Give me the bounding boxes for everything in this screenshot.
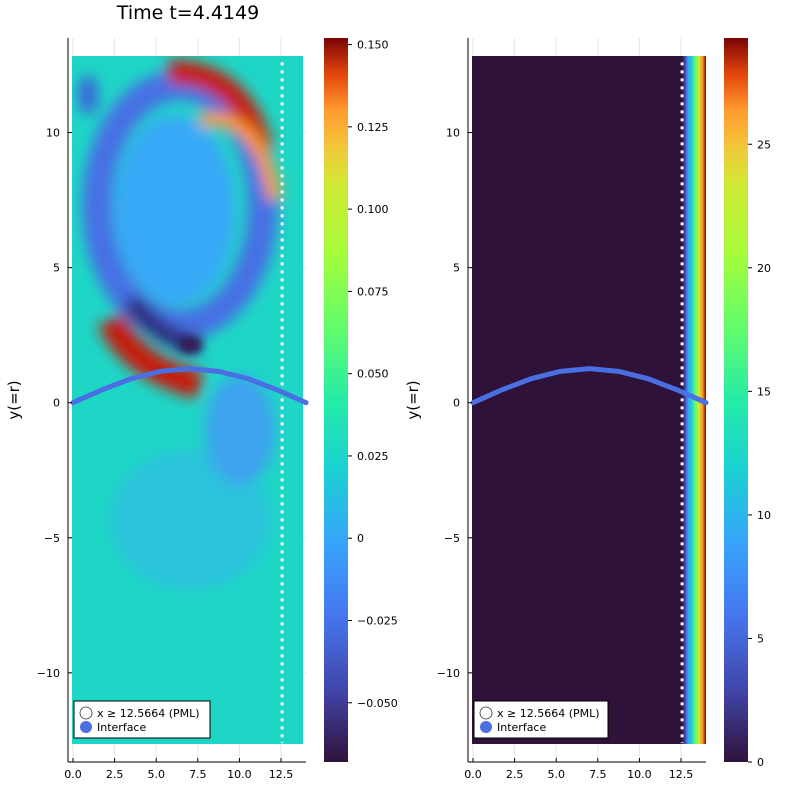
left-legend-interface-label: Interface [97, 721, 146, 734]
right-axes: 0.0 2.5 5.0 7.5 10.0 12.5 −10 −5 0 5 10 [437, 38, 706, 781]
panel1-colorbar-tick-label-0: −0.050 [357, 697, 398, 710]
right-legend-interface-marker [480, 721, 492, 733]
left-axes: 0.0 2.5 5.0 7.5 10.0 12.5 −10 −5 0 5 10 [37, 38, 306, 781]
right-field [472, 56, 706, 744]
left-field-red-arc-bottom [97, 313, 204, 399]
panel1-xtick-label-0: 0.0 [64, 768, 82, 781]
panel2-ytick-label-4: 10 [446, 127, 460, 140]
panel1-colorbar-tick-label-3: 0.025 [357, 450, 389, 463]
left-colorbar: −0.050 −0.025 0 0.025 0.050 0.075 0.100 0.125 0.… [324, 38, 398, 762]
panel1-colorbar-tick-label-1: −0.025 [357, 614, 398, 627]
panel2-xtick-label-3: 7.5 [589, 768, 607, 781]
panel2-colorbar-tick-label-2: 10 [757, 509, 771, 522]
panel1-colorbar-tick-label-7: 0.125 [357, 121, 389, 134]
right-legend-pml-label: x ≥ 12.5664 (PML) [497, 707, 600, 720]
panel2-ytick-label-2: 0 [453, 397, 460, 410]
left-field-negative-ring [82, 70, 278, 340]
panel2-xtick-label-1: 2.5 [506, 768, 524, 781]
panel2-colorbar-tick-label-5: 25 [757, 138, 771, 151]
right-ylabel: y(=r) [404, 380, 422, 419]
right-panel: 0.0 2.5 5.0 7.5 10.0 12.5 −10 −5 0 5 10 y(=r) x ≥ … [404, 38, 771, 781]
left-legend-box [73, 700, 211, 739]
panel2-ytick-label-3: 5 [453, 262, 460, 275]
left-field [72, 56, 303, 744]
left-legend: x ≥ 12.5664 (PML) Interface [73, 700, 211, 739]
left-field-lower-lobe-2 [205, 375, 275, 485]
right-field-background [472, 56, 704, 744]
panel1-ytick-label-1: −5 [44, 532, 60, 545]
panel1-xtick-label-5: 12.5 [269, 768, 294, 781]
left-panel: 0.0 2.5 5.0 7.5 10.0 12.5 −10 −5 0 5 10 y(=r) x ≥ … [5, 38, 398, 781]
right-legend: x ≥ 12.5664 (PML) Interface [473, 700, 609, 739]
left-legend-pml-label: x ≥ 12.5664 (PML) [97, 707, 200, 720]
panel2-ytick-label-1: −5 [444, 532, 460, 545]
panel2-colorbar-tick-label-4: 20 [757, 262, 771, 275]
left-colorbar-ticks: −0.050 −0.025 0 0.025 0.050 0.075 0.100 0.125 0.… [348, 39, 398, 710]
right-interface-curve [470, 366, 709, 406]
left-ylabel: y(=r) [5, 380, 23, 419]
panel2-xtick-label-5: 12.5 [669, 768, 694, 781]
left-legend-pml-marker [79, 706, 93, 720]
panel1-colorbar-tick-label-4: 0.050 [357, 368, 389, 381]
left-colorbar-gradient [324, 38, 348, 762]
panel2-ytick-label-0: −10 [437, 667, 460, 680]
right-colorbar-ticks: 0 5 10 15 20 25 [748, 138, 771, 769]
panel2-colorbar-tick-label-0: 0 [757, 756, 764, 769]
right-colorbar-gradient [724, 38, 748, 762]
panel1-colorbar-tick-label-8: 0.150 [357, 39, 389, 52]
panel2-colorbar-tick-label-3: 15 [757, 385, 771, 398]
right-colorbar: 0 5 10 15 20 25 [724, 38, 771, 769]
panel2-xtick-label-2: 5.0 [547, 768, 565, 781]
left-interface-curve [70, 366, 309, 406]
left-legend-interface-marker [80, 721, 92, 733]
panel1-colorbar-tick-label-5: 0.075 [357, 285, 389, 298]
panel1-colorbar-tick-label-6: 0.100 [357, 203, 389, 216]
panel1-xtick-label-3: 7.5 [189, 768, 207, 781]
left-field-dark-spot [178, 337, 202, 353]
panel1-ytick-label-0: −10 [37, 667, 60, 680]
panel1-ytick-label-3: 5 [53, 262, 60, 275]
panel1-xtick-label-1: 2.5 [106, 768, 124, 781]
figure-title: Time t=4.4149 [116, 2, 259, 24]
left-field-red-arc-top [167, 59, 274, 154]
panel1-xtick-label-2: 5.0 [147, 768, 165, 781]
left-field-inner-region [115, 115, 235, 305]
right-legend-interface-label: Interface [497, 721, 546, 734]
left-field-lower-lobe [110, 450, 270, 590]
left-field-left-pocket [78, 75, 98, 115]
right-legend-pml-marker [479, 706, 493, 720]
panel1-ytick-label-2: 0 [53, 397, 60, 410]
panel1-xtick-label-4: 10.0 [227, 768, 252, 781]
right-legend-box [473, 700, 609, 739]
panel2-colorbar-tick-label-1: 5 [757, 632, 764, 645]
panel2-xtick-label-4: 10.0 [627, 768, 652, 781]
panel1-colorbar-tick-label-2: 0 [357, 532, 364, 545]
left-field-orange-arc-top [198, 112, 282, 202]
panel1-ytick-label-4: 10 [46, 127, 60, 140]
panel2-xtick-label-0: 0.0 [464, 768, 482, 781]
